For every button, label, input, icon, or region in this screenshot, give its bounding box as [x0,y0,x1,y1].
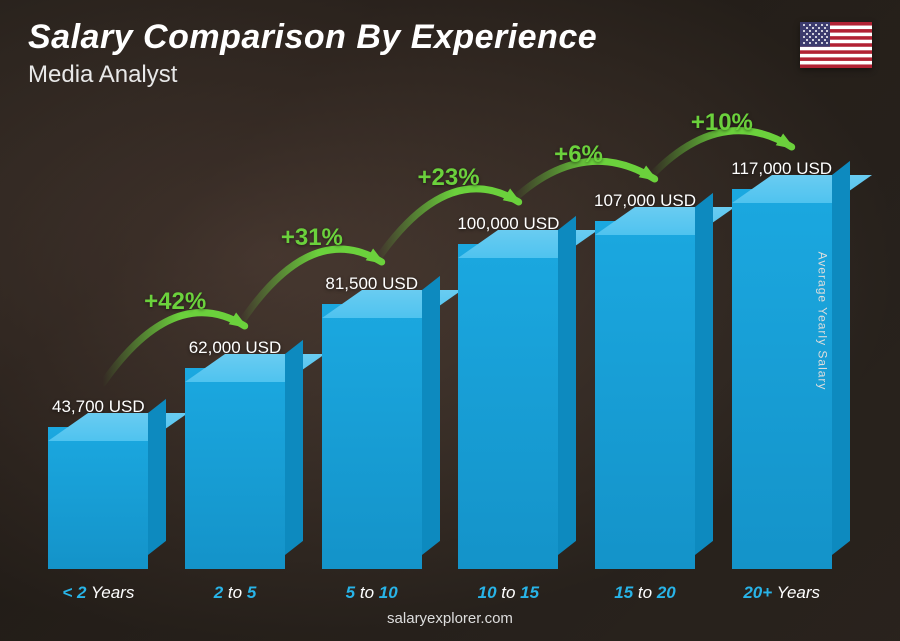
x-axis-label: 10 to 15 [478,583,539,603]
usa-flag-icon [800,22,872,68]
growth-percent-label: +23% [418,164,480,192]
x-axis-label: 2 to 5 [214,583,257,603]
x-axis-label: 15 to 20 [614,583,675,603]
x-axis-label: 20+ Years [743,583,820,603]
page-subtitle: Media Analyst [28,61,597,89]
growth-percent-label: +6% [554,141,603,169]
bar [48,427,148,569]
bar [185,368,285,569]
bar [322,304,422,569]
bar [595,221,695,569]
bar-group: 81,500 USD5 to 10 [309,274,434,569]
page-title: Salary Comparison By Experience [28,18,597,57]
header: Salary Comparison By Experience Media An… [28,18,597,89]
bar-group: 100,000 USD10 to 15 [446,214,571,569]
x-axis-label: < 2 Years [62,583,134,603]
bar-group: 107,000 USD15 to 20 [583,191,708,569]
growth-percent-label: +31% [281,224,343,252]
footer-credit: salaryexplorer.com [0,610,900,627]
y-axis-label: Average Yearly Salary [816,251,830,390]
bar-group: 43,700 USD< 2 Years [36,397,161,569]
bar [458,244,558,569]
bar-group: 62,000 USD2 to 5 [173,338,298,569]
growth-percent-label: +10% [691,109,753,137]
growth-percent-label: +42% [144,288,206,316]
bar-chart: 43,700 USD< 2 Years62,000 USD2 to 581,50… [30,89,850,569]
x-axis-label: 5 to 10 [346,583,398,603]
